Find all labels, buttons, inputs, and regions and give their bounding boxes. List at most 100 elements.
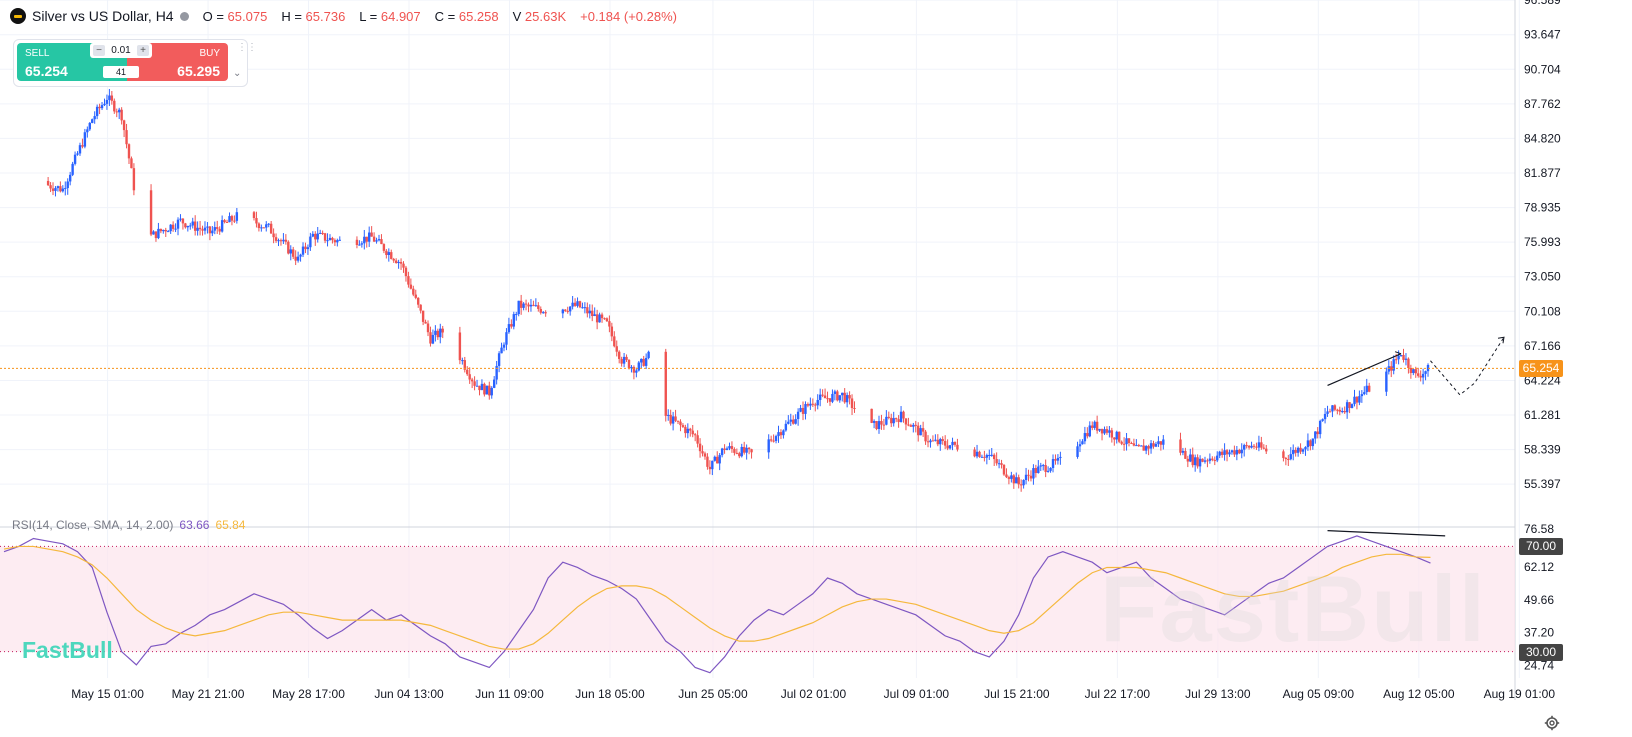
candle [742, 446, 746, 453]
rsi-lines [3, 530, 1446, 674]
price-axis[interactable]: 96.589 93.647 90.704 87.762 84.820 81.877 78.9… [1524, 0, 1561, 673]
candle [1390, 366, 1393, 371]
candle [397, 261, 400, 264]
candle [1095, 421, 1099, 431]
candle [1198, 458, 1202, 467]
candle [56, 186, 60, 189]
price-tick-label: 67.166 [1524, 339, 1561, 353]
candle [720, 448, 724, 456]
lot-size-value[interactable]: 0.01 [111, 45, 131, 56]
drag-handle-icon[interactable]: ⋮⋮ [237, 42, 257, 53]
candle [750, 449, 753, 453]
candle [605, 318, 609, 322]
candle [588, 310, 591, 314]
close-value: C = 65.258 [434, 8, 499, 24]
candle [1304, 447, 1307, 450]
candle [527, 304, 530, 307]
candle [610, 326, 614, 337]
candle [424, 321, 427, 324]
chevron-down-icon[interactable]: ⌄ [233, 68, 242, 79]
candle [1179, 439, 1182, 453]
candle [1034, 468, 1038, 474]
candle [595, 314, 599, 323]
time-axis[interactable]: May 15 01:00 May 21 21:00 May 28 17:00 Jun … [71, 687, 1555, 701]
candle [179, 218, 182, 220]
candle [83, 132, 87, 147]
candle [1323, 413, 1327, 420]
candle [1294, 449, 1297, 453]
candle [1201, 458, 1204, 462]
candle [1054, 459, 1057, 461]
candle [1260, 442, 1263, 448]
candle [640, 358, 643, 363]
candle [738, 453, 741, 457]
candle [1397, 355, 1400, 360]
candle [1122, 443, 1126, 445]
candle [149, 190, 153, 235]
candle [390, 252, 393, 259]
candle [568, 306, 572, 312]
candle [948, 445, 952, 449]
candle [627, 359, 631, 369]
candle [201, 229, 204, 231]
candle [289, 249, 292, 254]
symbol-title[interactable]: Silver vs US Dollar, H4 [32, 8, 174, 24]
candle [1348, 402, 1351, 408]
candle [890, 417, 893, 424]
candle [220, 220, 224, 232]
candle [1017, 477, 1020, 485]
candle [772, 440, 775, 442]
decrease-lot-button[interactable]: − [93, 45, 105, 56]
time-tick-label: Jul 29 13:00 [1185, 687, 1251, 701]
lot-size-stepper[interactable]: − 0.01 + [90, 43, 152, 58]
time-tick-label: Aug 19 01:00 [1484, 687, 1556, 701]
price-tick-label: 55.397 [1524, 477, 1561, 491]
candle [1331, 405, 1334, 412]
rsi-legend[interactable]: RSI(14, Close, SMA, 14, 2.00) 63.66 65.84 [12, 518, 245, 532]
candle [49, 185, 52, 189]
low-value: L = 64.907 [359, 8, 421, 24]
time-tick-label: Jun 11 09:00 [475, 687, 544, 701]
candle [1019, 484, 1023, 486]
candle [988, 454, 991, 456]
candle [914, 424, 917, 426]
volume-value: V 25.63K [512, 8, 567, 24]
time-tick-label: Jul 22 17:00 [1085, 687, 1151, 701]
rsi-tick-label: 49.66 [1524, 593, 1554, 607]
time-tick-label: May 21 21:00 [172, 687, 245, 701]
time-tick-label: Jun 18 05:00 [575, 687, 645, 701]
candle [490, 387, 493, 396]
candle [1360, 394, 1364, 397]
candle [333, 240, 337, 243]
price-tick-label: 70.108 [1524, 304, 1561, 318]
candle [679, 421, 682, 426]
candle [51, 188, 55, 191]
candle [412, 288, 415, 295]
candle [458, 332, 462, 361]
increase-lot-button[interactable]: + [137, 45, 149, 56]
candle [1203, 460, 1207, 462]
candle [784, 423, 788, 431]
rsi-tick-label: 62.12 [1524, 560, 1554, 574]
candle [1113, 437, 1116, 440]
candle [125, 130, 128, 145]
candle [615, 346, 618, 352]
candle [1301, 449, 1305, 452]
candle [576, 301, 579, 306]
candle [363, 236, 366, 244]
candle [1343, 410, 1346, 413]
candle [265, 224, 268, 228]
candle [924, 431, 927, 442]
gear-icon[interactable] [1544, 715, 1560, 731]
candle [1235, 449, 1239, 455]
candle [61, 188, 65, 192]
candle [466, 369, 469, 375]
candle [1265, 448, 1268, 452]
candle [598, 314, 601, 323]
candle [127, 144, 131, 159]
candle [1208, 458, 1212, 461]
candle [1363, 392, 1366, 395]
candle [951, 441, 954, 446]
candle [492, 379, 496, 388]
